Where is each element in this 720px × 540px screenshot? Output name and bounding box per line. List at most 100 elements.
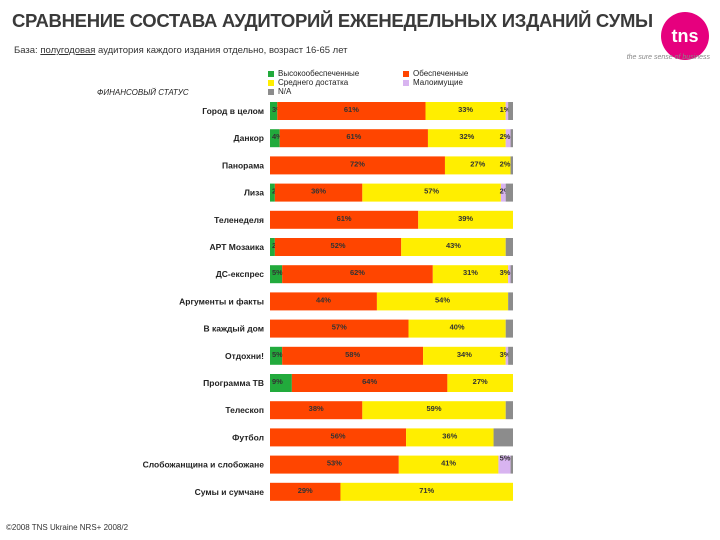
bar-segment xyxy=(505,183,513,202)
legend-item-poor: Малоимущие xyxy=(403,78,463,87)
data-label: 57% xyxy=(332,323,347,332)
data-label: 33% xyxy=(458,105,473,114)
data-label: 5% xyxy=(500,454,511,463)
data-label: 36% xyxy=(442,431,457,440)
tns-logo: tns xyxy=(661,12,709,60)
data-label: 3% xyxy=(500,268,511,277)
bar-segment xyxy=(510,129,513,148)
bar-segment xyxy=(432,265,509,284)
legend-item-middle: Среднего достатка xyxy=(268,78,348,87)
legend-swatch xyxy=(268,79,274,86)
bar-segment xyxy=(508,346,513,365)
data-label: 29% xyxy=(298,486,313,495)
base-description: База: полугодовая аудитория каждого изда… xyxy=(14,45,348,56)
logo-text: tns xyxy=(671,25,699,46)
category-label: Аргументы и факты xyxy=(179,296,264,306)
bar-segment xyxy=(270,374,292,392)
data-label: 44% xyxy=(316,295,331,304)
data-label: 72% xyxy=(350,159,365,168)
category-label: Телескоп xyxy=(225,405,264,415)
bar-segment xyxy=(408,319,506,338)
data-label: 2% xyxy=(500,159,511,168)
data-label: 64% xyxy=(362,377,377,386)
data-label: 5% xyxy=(272,268,283,277)
legend-label: Среднего достатка xyxy=(278,78,349,87)
bar-segment xyxy=(270,455,399,474)
legend-item-provided: Обеспеченные xyxy=(403,69,468,78)
bar-segment xyxy=(510,265,513,284)
legend-item-high: Высокообеспеченные xyxy=(268,69,359,78)
legend-swatch xyxy=(268,70,274,77)
category-label: Отдохни! xyxy=(225,351,264,361)
data-label: 58% xyxy=(345,350,360,359)
category-label: Программа ТВ xyxy=(203,378,264,388)
bar-segment xyxy=(376,292,509,311)
bar-segment xyxy=(362,183,501,202)
bar-segment xyxy=(427,129,506,148)
bar-segment xyxy=(291,374,448,392)
base-rest: аудитория каждого издания отдельно, возр… xyxy=(98,45,348,56)
category-label: В каждый дом xyxy=(203,324,264,334)
data-label: 54% xyxy=(435,295,450,304)
bar-segment xyxy=(498,455,511,474)
bar-segment xyxy=(401,238,506,256)
data-label: 34% xyxy=(457,350,472,359)
legend-swatch xyxy=(403,79,409,86)
category-label: ДС-експрес xyxy=(216,269,265,279)
bar-segment xyxy=(508,102,513,120)
data-label: 61% xyxy=(337,214,352,223)
category-label: Футбол xyxy=(232,432,264,442)
data-label: 31% xyxy=(463,268,478,277)
data-label: 2% xyxy=(500,187,511,196)
logo-tagline: the sure sense of business xyxy=(626,54,710,61)
data-label: 71% xyxy=(419,486,434,495)
category-label: Панорама xyxy=(222,160,264,170)
data-label: 39% xyxy=(458,214,473,223)
bar-segment xyxy=(510,455,513,474)
bar-segment xyxy=(500,183,506,202)
bar-segment xyxy=(270,102,278,120)
data-label: 61% xyxy=(346,132,361,141)
legend-label: Малоимущие xyxy=(413,78,463,87)
bar-segment xyxy=(270,129,280,148)
category-label: Сумы и сумчане xyxy=(195,487,265,497)
data-label: 41% xyxy=(441,459,456,468)
data-label: 36% xyxy=(311,187,326,196)
data-label: 27% xyxy=(470,159,485,168)
base-underlined: полугодовая xyxy=(40,45,96,56)
bar-segment xyxy=(505,346,509,365)
bar-segment xyxy=(508,292,513,311)
category-label: Город в целом xyxy=(202,106,264,116)
data-label: 53% xyxy=(327,459,342,468)
category-label: Теленеделя xyxy=(214,215,264,225)
bar-segment xyxy=(362,401,506,420)
category-label: Слобожанщина и слобожане xyxy=(143,460,265,470)
bar-segment xyxy=(270,156,445,175)
bar-segment xyxy=(510,156,513,175)
bar-segment xyxy=(282,346,424,365)
legend-label: N/A xyxy=(278,87,292,96)
data-label: 56% xyxy=(331,431,346,440)
bar-segment xyxy=(277,102,426,120)
data-label: 2% xyxy=(500,132,511,141)
legend-swatch xyxy=(268,88,274,95)
bar-segment xyxy=(508,265,511,284)
bar-segment xyxy=(282,265,433,284)
chart-title: ФИНАНСОВЫЙ СТАТУС xyxy=(97,88,189,97)
bar-segment xyxy=(447,374,513,392)
bar-segment xyxy=(505,401,513,420)
data-label: 52% xyxy=(331,241,346,250)
data-label: 32% xyxy=(459,132,474,141)
data-label: 57% xyxy=(424,187,439,196)
data-label: 1% xyxy=(500,105,511,114)
data-label: 9% xyxy=(272,377,283,386)
data-label: 43% xyxy=(446,241,461,250)
bar-segment xyxy=(505,102,509,120)
bar-segment xyxy=(418,210,513,229)
category-label: АРТ Мозаика xyxy=(210,242,265,252)
category-label: Данкор xyxy=(234,133,264,143)
data-label: 27% xyxy=(473,377,488,386)
bar-segment xyxy=(270,292,377,311)
data-label: 4% xyxy=(272,132,283,141)
